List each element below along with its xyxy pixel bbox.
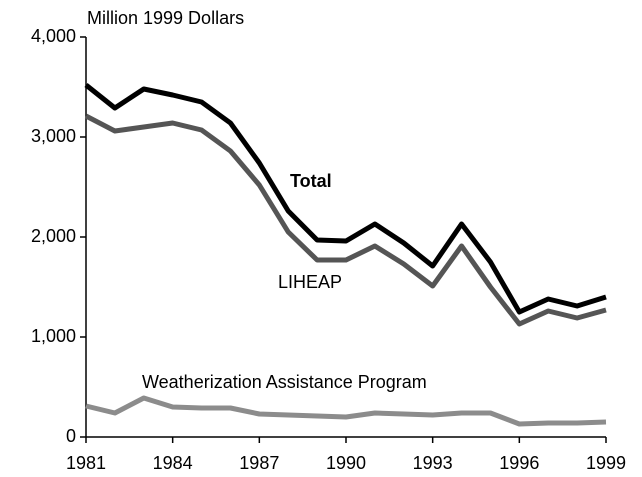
x-tick-label: 1999 [586, 453, 626, 473]
series-label: Weatherization Assistance Program [142, 372, 427, 392]
y-axis-label: Million 1999 Dollars [87, 8, 244, 28]
y-tick-label: 4,000 [31, 26, 76, 46]
series-line [85, 395, 607, 427]
y-tick-label: 2,000 [31, 226, 76, 246]
x-tick-label: 1996 [499, 453, 539, 473]
series-label: LIHEAP [278, 272, 342, 292]
x-tick-label: 1990 [326, 453, 366, 473]
x-tick-label: 1987 [239, 453, 279, 473]
y-tick-label: 1,000 [31, 326, 76, 346]
x-tick-label: 1984 [153, 453, 193, 473]
x-tick-label: 1981 [66, 453, 106, 473]
series-label: Total [290, 171, 332, 191]
y-tick-label: 0 [66, 426, 76, 446]
x-tick-label: 1993 [413, 453, 453, 473]
series-line [84, 83, 607, 315]
y-tick-label: 3,000 [31, 126, 76, 146]
series-line [84, 113, 607, 327]
